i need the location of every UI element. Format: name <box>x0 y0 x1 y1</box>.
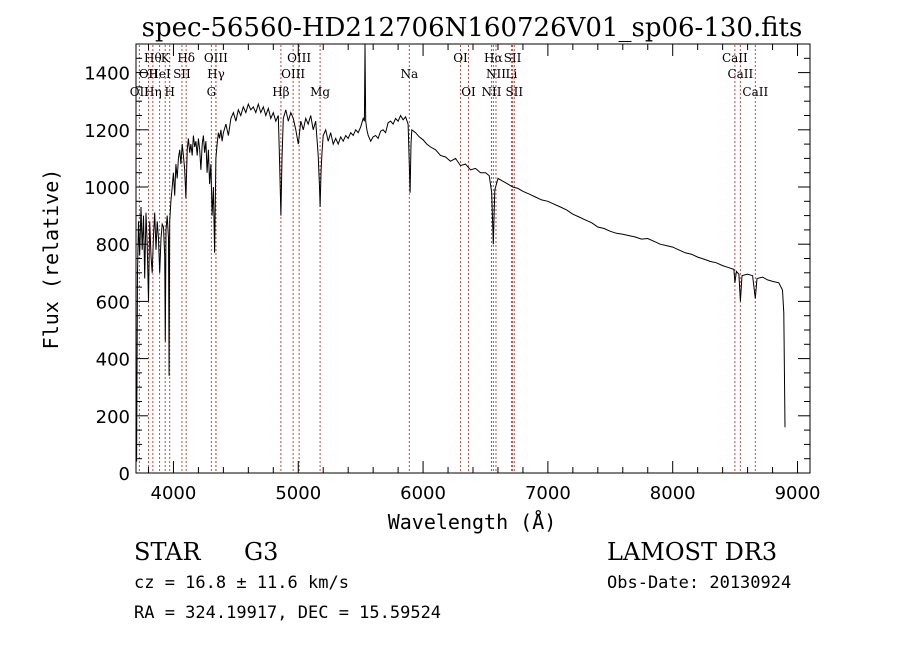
spectral-line-label: SII <box>504 51 522 65</box>
plot-frame <box>135 43 811 474</box>
spectral-line-label: Mg <box>310 85 330 99</box>
spectral-line-label: OIII <box>281 67 305 81</box>
spectral-line-label: OIII <box>287 51 311 65</box>
redshift-cz: cz = 16.8 ± 11.6 km/s <box>134 573 349 593</box>
x-tick-label: 6000 <box>400 483 446 504</box>
chart-title: spec-56560-HD212706N160726V01_sp06-130.f… <box>142 13 803 43</box>
observation-date: Obs-Date: 20130924 <box>607 573 792 593</box>
spectral-line-label: K <box>161 51 171 65</box>
object-type: STAR <box>134 538 201 566</box>
y-axis: 0 200 400 600 800 1000 1200 1400 <box>84 57 810 485</box>
spectral-line-label: SII <box>173 67 191 81</box>
spectral-line-label: CaII <box>742 85 768 99</box>
x-tick-label: 4000 <box>151 483 197 504</box>
x-tick-label: 9000 <box>775 483 821 504</box>
spectral-line-label: OI <box>453 51 468 65</box>
spectral-line-label: CaII <box>722 51 748 65</box>
survey-name: LAMOST DR3 <box>607 538 778 566</box>
y-tick-label: 200 <box>96 407 130 428</box>
spectral-line-label: H <box>164 85 174 99</box>
spectral-line-label: CaII <box>727 67 753 81</box>
spectral-subclass: G3 <box>244 538 279 566</box>
flux-series-line <box>135 43 786 462</box>
y-tick-label: 800 <box>96 235 130 256</box>
spectral-line-label: OII <box>139 67 159 81</box>
y-tick-label: 0 <box>119 464 130 485</box>
x-axis: 4000 5000 6000 7000 8000 9000 <box>147 44 821 504</box>
spectral-line-label: NII <box>481 85 501 99</box>
spectral-line-label: Hη <box>144 85 162 99</box>
y-tick-label: 400 <box>96 350 130 371</box>
y-tick-label: 1200 <box>84 121 130 142</box>
spectral-line-label: Hβ <box>272 85 289 99</box>
spectral-line-label: Hα <box>484 51 503 65</box>
spectral-line-label: Hθ <box>144 51 162 65</box>
spectral-line-label: HeI <box>148 67 171 81</box>
y-tick-label: 600 <box>96 292 130 313</box>
spectral-line-markers <box>138 45 756 472</box>
spectral-line-label: Hγ <box>207 67 225 81</box>
spectral-line-label: OIII <box>204 51 228 65</box>
y-axis-label: Flux (relative) <box>39 169 63 350</box>
x-axis-label: Wavelength (Å) <box>388 510 557 534</box>
y-tick-label: 1000 <box>84 178 130 199</box>
spectral-line-label: G <box>207 85 217 99</box>
y-tick-label: 1400 <box>84 64 130 85</box>
spectral-line-label: Hδ <box>177 51 195 65</box>
spectral-line-label: NII <box>486 67 506 81</box>
spectral-line-label: OI <box>461 85 476 99</box>
sky-coordinates: RA = 324.19917, DEC = 15.59524 <box>134 603 442 623</box>
spectral-line-label: SII <box>505 85 523 99</box>
x-tick-label: 5000 <box>275 483 321 504</box>
spectral-line-label: Li <box>506 67 518 81</box>
spectral-line-label: Na <box>401 67 419 81</box>
x-tick-label: 8000 <box>650 483 696 504</box>
x-tick-label: 7000 <box>525 483 571 504</box>
spectral-line-label: OII <box>130 85 150 99</box>
